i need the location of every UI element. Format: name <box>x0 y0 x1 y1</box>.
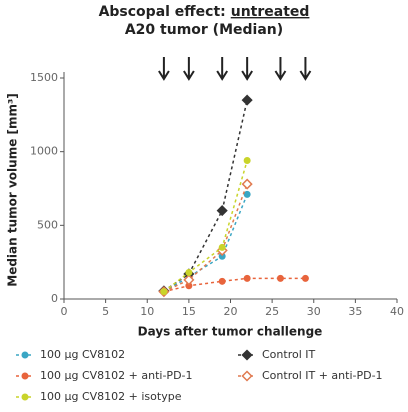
legend-marker <box>241 349 253 361</box>
treatment-arrow <box>299 57 312 81</box>
legend-label: Control IT + anti-PD-1 <box>262 369 383 382</box>
y-tick-label: 1500 <box>30 71 58 84</box>
y-tick-label: 500 <box>37 218 58 231</box>
data-point <box>218 243 226 251</box>
data-point <box>241 178 253 190</box>
data-point <box>185 282 193 290</box>
data-point <box>243 157 251 165</box>
x-tick-label: 25 <box>265 305 279 318</box>
data-point <box>216 205 228 217</box>
series-line <box>163 99 248 292</box>
treatment-arrow <box>216 57 229 81</box>
x-axis-label: Days after tumor challenge <box>138 325 323 339</box>
x-tick-label: 0 <box>61 305 68 318</box>
data-point <box>218 277 226 285</box>
x-tick-label: 10 <box>140 305 154 318</box>
data-point <box>160 288 168 296</box>
x-tick-label: 5 <box>102 305 109 318</box>
legend-label: Control IT <box>262 348 316 361</box>
series-line <box>163 160 248 293</box>
legend-marker <box>21 351 29 359</box>
legend-label: 100 µg CV8102 <box>40 348 125 361</box>
data-point <box>243 190 251 198</box>
series-line <box>163 183 248 293</box>
y-axis-label: Median tumor volume [mm³] <box>6 93 20 287</box>
series-line <box>163 277 306 293</box>
x-tick-label: 35 <box>348 305 362 318</box>
legend-label: 100 µg CV8102 + anti-PD-1 <box>40 369 193 382</box>
data-point <box>301 274 309 282</box>
data-point <box>243 274 251 282</box>
chart-title: Abscopal effect: <box>99 4 226 20</box>
legend-marker <box>21 372 29 380</box>
data-point <box>218 252 226 260</box>
x-tick-label: 20 <box>224 305 238 318</box>
treatment-arrow <box>158 57 170 81</box>
legend-label: 100 µg CV8102 + isotype <box>40 390 182 403</box>
data-point <box>183 274 195 286</box>
treatment-arrow <box>274 57 287 81</box>
y-tick-label: 1000 <box>30 145 58 158</box>
treatment-arrow <box>183 57 195 81</box>
chart-subtitle: A20 tumor (Median) <box>125 22 283 38</box>
x-tick-label: 30 <box>307 305 321 318</box>
legend-marker <box>21 393 29 401</box>
treatment-arrow <box>241 57 253 81</box>
x-tick-label: 40 <box>390 305 404 318</box>
chart-title-emphasis: untreated <box>231 4 310 20</box>
data-point <box>185 268 193 276</box>
legend-marker <box>241 370 253 382</box>
x-tick-label: 15 <box>182 305 196 318</box>
series-line <box>163 194 248 293</box>
data-point <box>241 94 253 106</box>
y-tick-label: 0 <box>51 292 58 305</box>
data-point <box>276 274 284 282</box>
